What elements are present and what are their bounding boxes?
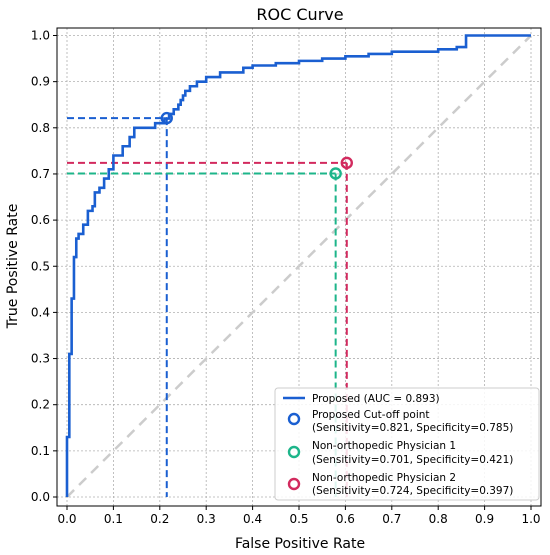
x-tick-label: 1.0 — [521, 512, 540, 526]
x-tick-label: 0.5 — [289, 512, 308, 526]
legend: Proposed (AUC = 0.893) Proposed Cut-off … — [274, 387, 540, 501]
point-marker-physician2 — [340, 156, 353, 170]
y-axis-ticks: 0.0 0.1 0.2 0.3 0.4 0.5 0.6 0.7 0.8 0.9 1.0 — [31, 29, 57, 504]
legend-box — [274, 387, 540, 501]
chart-title: ROC Curve — [256, 5, 343, 24]
y-axis-label: True Positive Rate — [5, 204, 21, 330]
roc-curve-line — [65, 34, 531, 497]
legend-cutoff-label: Proposed Cut-off point — [312, 409, 430, 421]
operating-points — [160, 111, 353, 180]
x-tick-label: 0.2 — [150, 512, 169, 526]
x-tick-label: 0.1 — [104, 512, 123, 526]
x-tick-label: 0.0 — [57, 512, 76, 526]
legend-physician2-marker — [287, 477, 301, 491]
x-tick-label: 0.4 — [243, 512, 262, 526]
x-tick-label: 0.3 — [197, 512, 216, 526]
legend-physician2-label: Non-orthopedic Physician 2 — [312, 472, 456, 484]
point-marker-physician1 — [329, 167, 342, 180]
y-tick-label: 0.5 — [31, 259, 50, 273]
y-tick-label: 0.6 — [31, 213, 50, 227]
legend-roc-label: Proposed (AUC = 0.893) — [312, 393, 440, 405]
y-tick-label: 0.2 — [31, 398, 50, 412]
legend-physician1-label: Non-orthopedic Physician 1 — [312, 440, 456, 452]
x-axis-ticks: 0.0 0.1 0.2 0.3 0.4 0.5 0.6 0.7 0.8 0.9 1.0 — [57, 506, 541, 526]
x-tick-label: 0.8 — [429, 512, 448, 526]
x-axis-label: False Positive Rate — [235, 536, 365, 552]
chance-diagonal-line — [66, 34, 532, 498]
y-tick-label: 0.3 — [31, 352, 50, 366]
y-tick-label: 0.0 — [31, 490, 50, 504]
y-tick-label: 0.7 — [31, 167, 50, 181]
y-tick-label: 0.9 — [31, 75, 50, 89]
y-tick-label: 0.4 — [31, 305, 50, 319]
legend-physician2-detail: (Sensitivity=0.724, Specificity=0.397) — [312, 485, 513, 497]
legend-cutoff-marker — [287, 412, 301, 426]
legend-cutoff-detail: (Sensitivity=0.821, Specificity=0.785) — [312, 422, 513, 434]
legend-physician1-detail: (Sensitivity=0.701, Specificity=0.421) — [312, 454, 513, 466]
legend-physician1-marker — [287, 445, 301, 459]
y-tick-label: 1.0 — [31, 29, 50, 43]
x-tick-label: 0.9 — [475, 512, 494, 526]
x-tick-label: 0.6 — [336, 512, 355, 526]
x-tick-label: 0.7 — [382, 512, 401, 526]
point-marker-cutoff — [160, 111, 173, 125]
y-tick-label: 0.8 — [31, 121, 50, 135]
y-tick-label: 0.1 — [31, 444, 50, 458]
